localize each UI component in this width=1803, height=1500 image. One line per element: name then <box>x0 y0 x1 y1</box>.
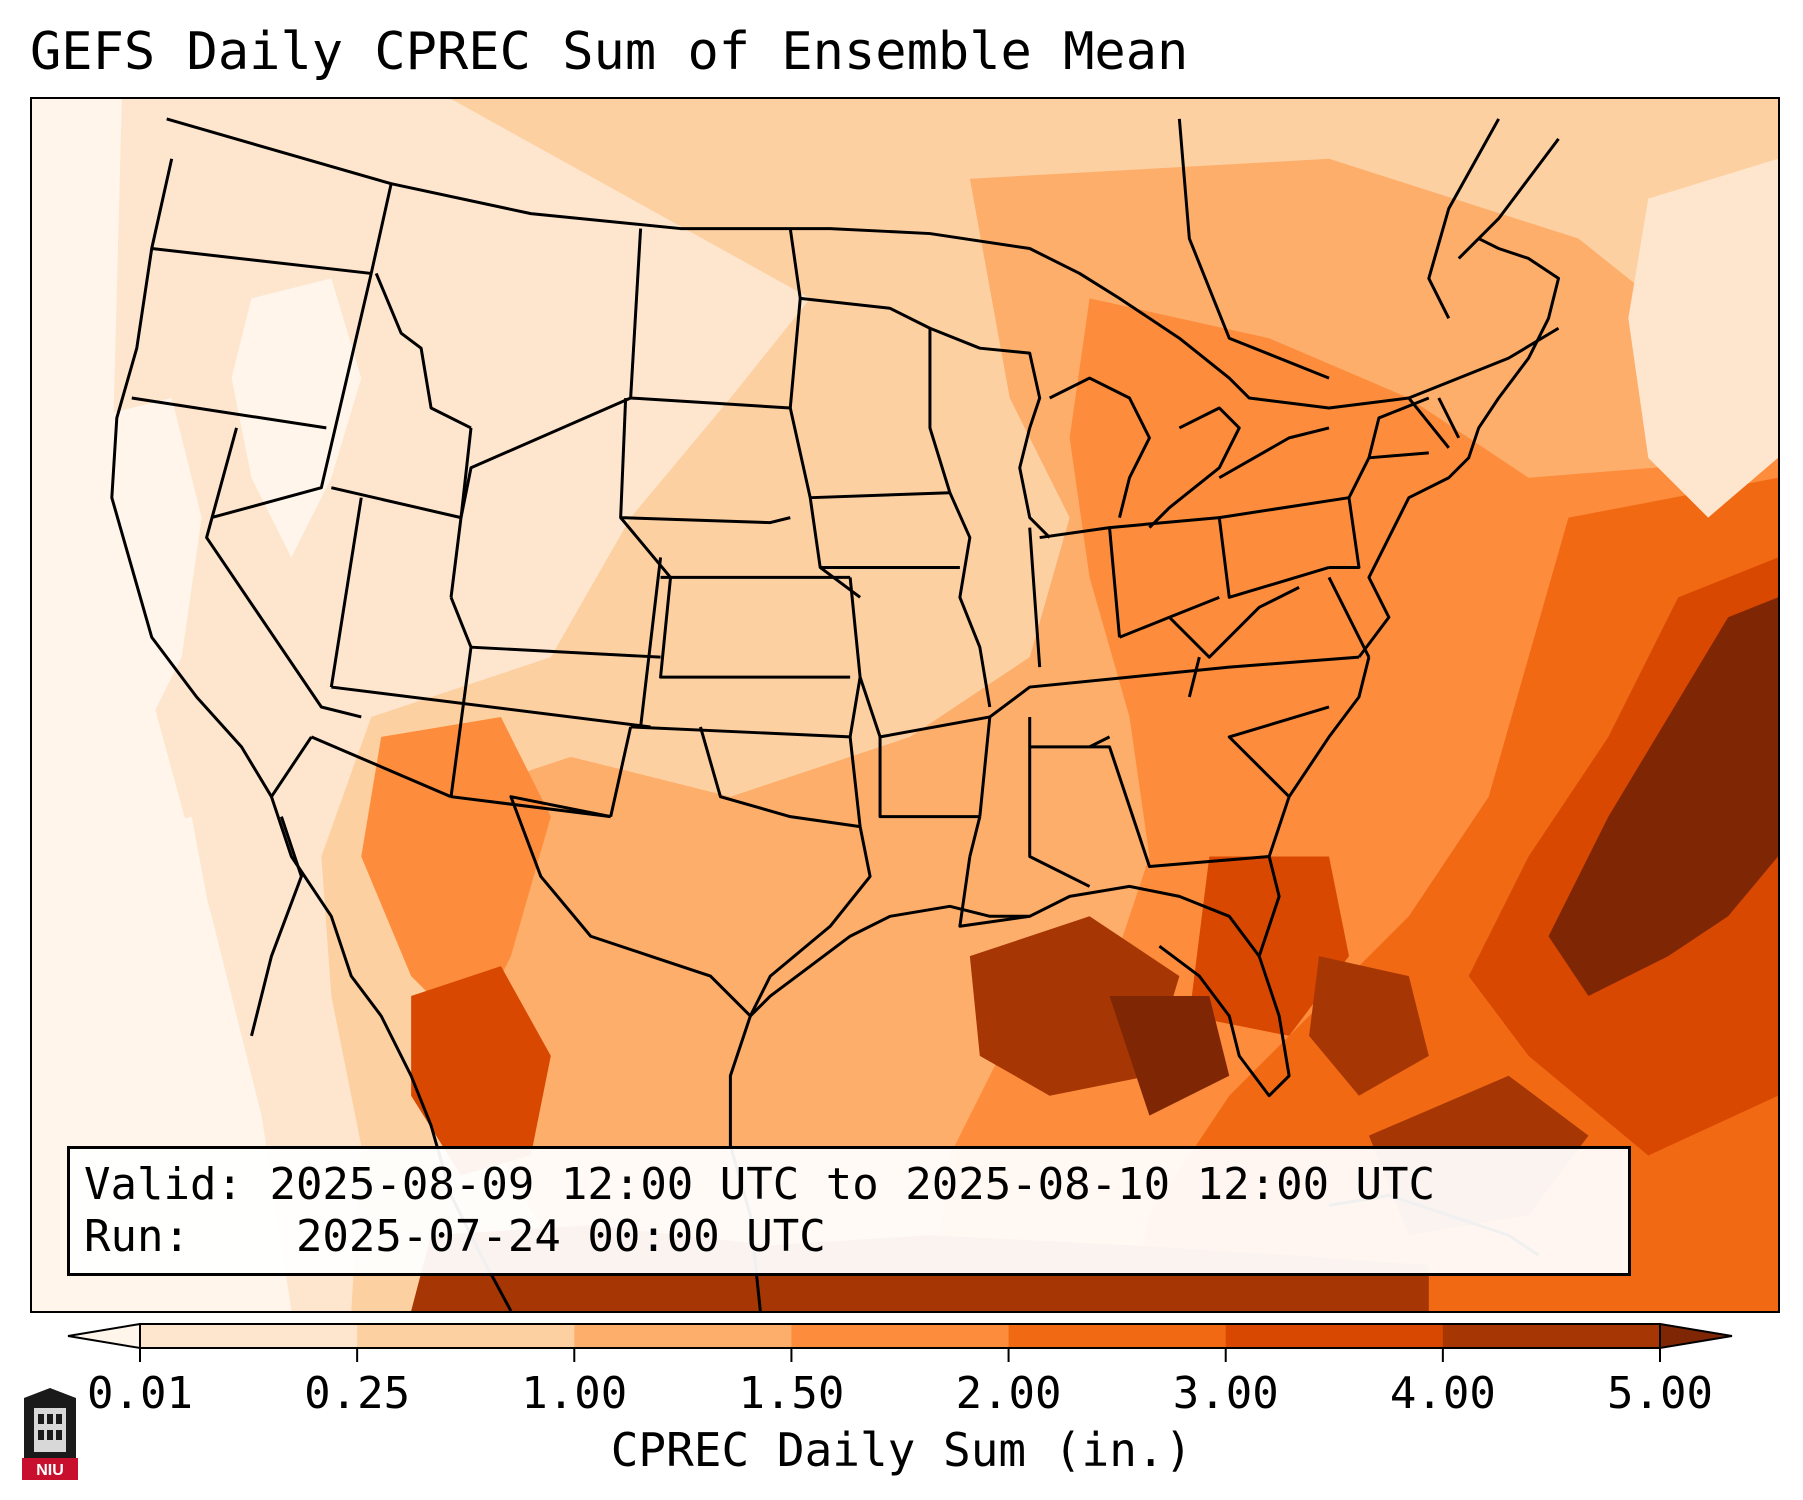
state-borders <box>110 117 1560 1311</box>
colorbar-segment <box>574 1324 792 1348</box>
map-canvas <box>32 99 1778 1311</box>
niu-logo: NIU <box>22 1388 78 1480</box>
valid-run-info-box: Valid: 2025-08-09 12:00 UTC to 2025-08-1… <box>67 1146 1631 1276</box>
colorbar-tick-label: 5.00 <box>1607 1368 1713 1419</box>
run-label: Run: <box>84 1211 190 1262</box>
precipitation-map <box>30 97 1780 1313</box>
colorbar-outline <box>139 1323 1661 1349</box>
logo-band <box>22 1458 78 1480</box>
run-line: Run: 2025-07-24 00:00 UTC <box>84 1211 1614 1263</box>
colorbar-tick-label: 2.00 <box>956 1368 1062 1419</box>
logo-text: NIU <box>36 1462 64 1479</box>
colorbar-label: CPREC Daily Sum (in.) <box>610 1423 1193 1477</box>
colorbar-segment <box>140 1324 358 1348</box>
colorbar-segment <box>1008 1324 1227 1348</box>
colorbar-ticks: 0.01 0.25 1.00 1.50 2.00 3.00 4.00 5.00 <box>87 1348 1713 1419</box>
valid-label: Valid: <box>84 1159 243 1210</box>
colorbar-tick-label: 0.01 <box>87 1368 193 1419</box>
precip-field <box>32 99 1778 1311</box>
colorbar-segments <box>67 1322 1733 1350</box>
colorbar-segment <box>1225 1324 1444 1348</box>
colorbar-segment <box>1442 1324 1661 1348</box>
colorbar-tick-label: 3.00 <box>1173 1368 1279 1419</box>
colorbar: 0.01 0.25 1.00 1.50 2.00 3.00 4.00 5.00 <box>67 1322 1733 1419</box>
valid-value: 2025-08-09 12:00 UTC to 2025-08-10 12:00… <box>269 1159 1436 1210</box>
colorbar-tick-label: 1.50 <box>738 1368 844 1419</box>
colorbar-segment <box>791 1324 1010 1348</box>
colorbar-extend-high <box>1659 1322 1733 1350</box>
valid-line: Valid: 2025-08-09 12:00 UTC to 2025-08-1… <box>84 1159 1614 1211</box>
colorbar-extend-low <box>67 1322 141 1350</box>
colorbar-tick-label: 4.00 <box>1390 1368 1496 1419</box>
page-title: GEFS Daily CPREC Sum of Ensemble Mean <box>30 22 1189 82</box>
run-value: 2025-07-24 00:00 UTC <box>295 1211 826 1262</box>
colorbar-segment <box>357 1324 575 1348</box>
colorbar-tick-label: 0.25 <box>304 1368 410 1419</box>
colorbar-tick-label: 1.00 <box>521 1368 627 1419</box>
